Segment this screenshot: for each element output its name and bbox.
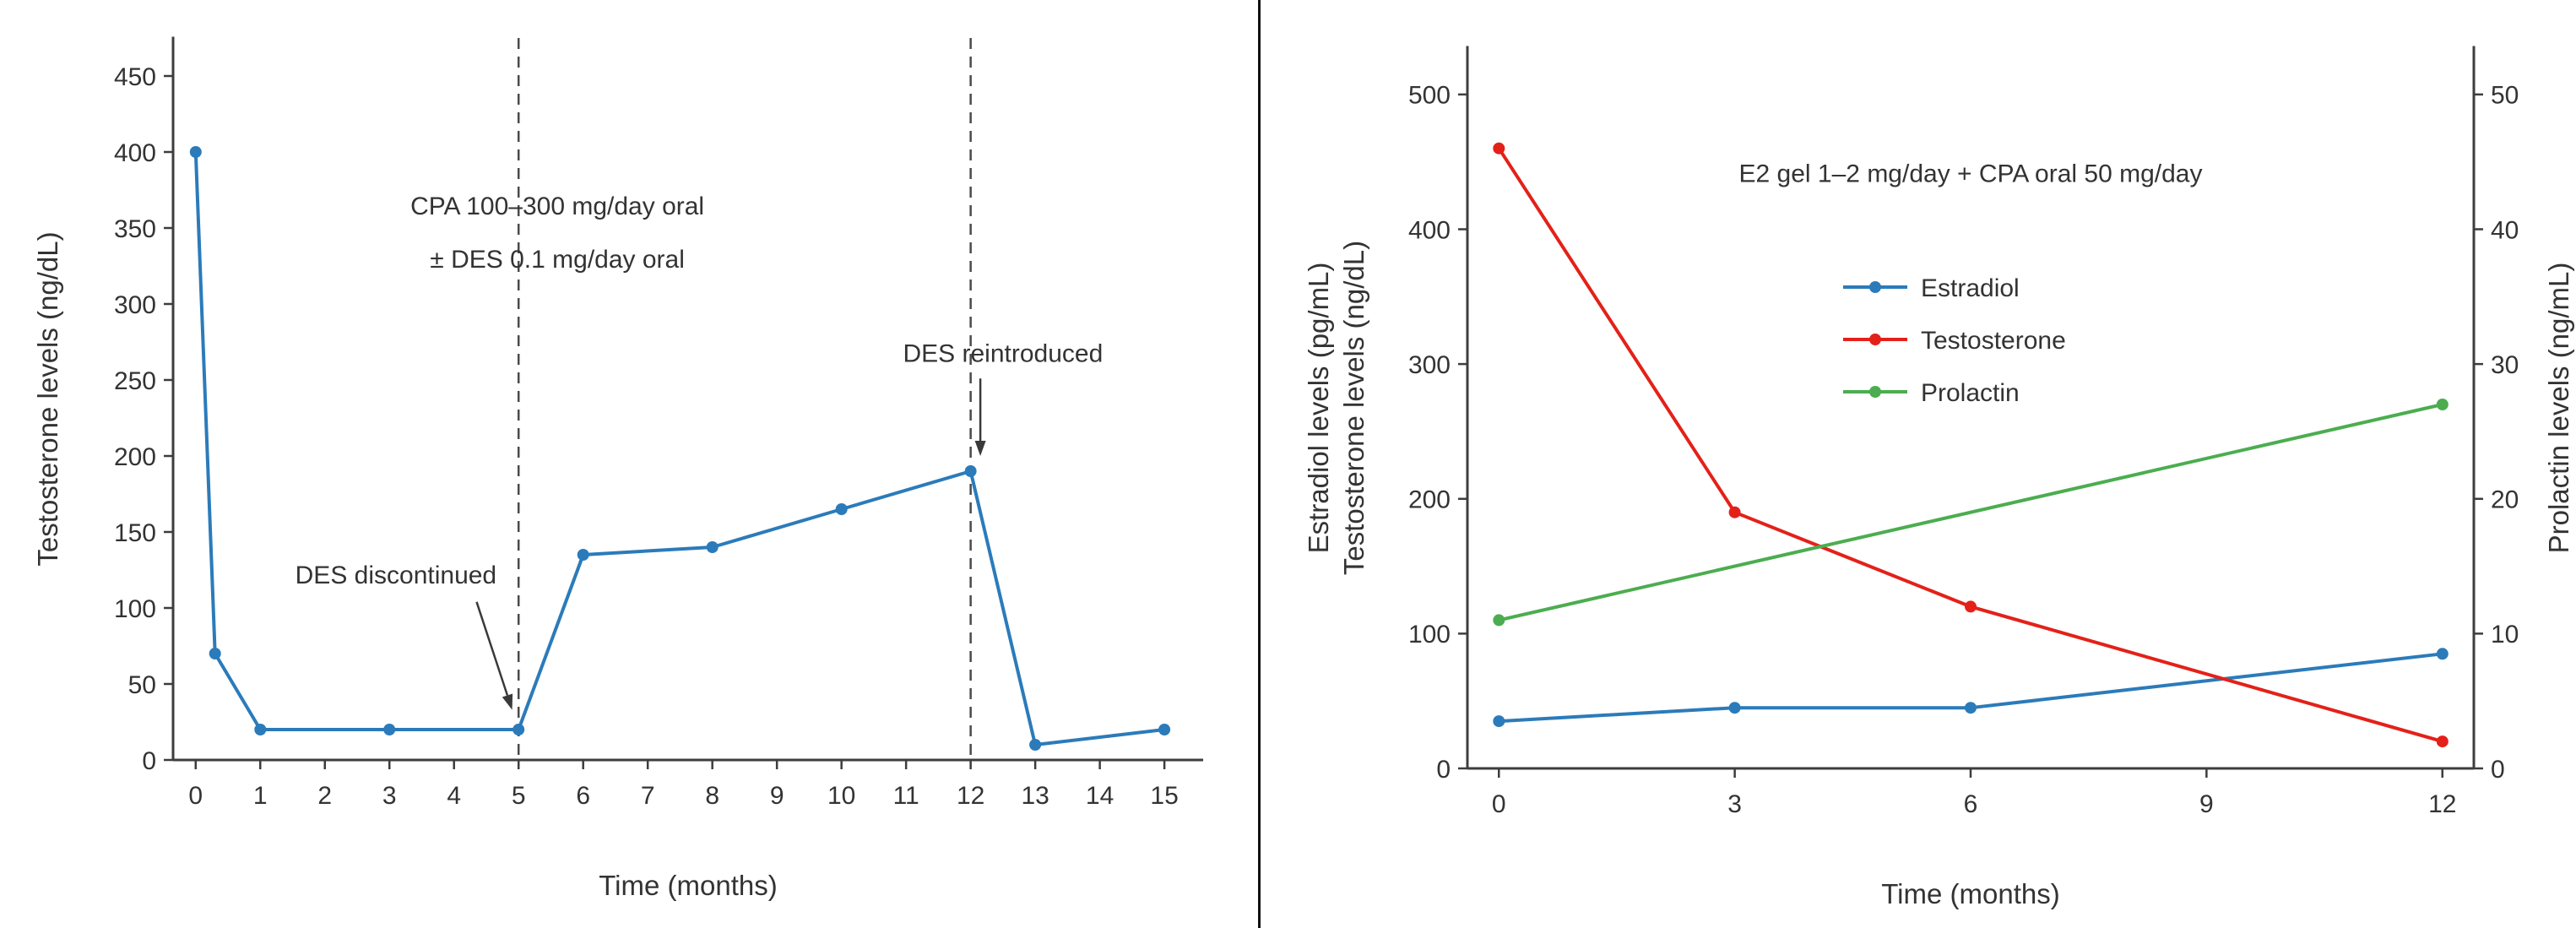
panel-divider (1258, 0, 1261, 928)
legend-label: Estradiol (1921, 274, 2020, 302)
x-tick-label: 1 (253, 782, 268, 810)
series-point-testosterone (706, 541, 719, 553)
x-tick-label: 12 (957, 782, 984, 810)
x-axis-label: Time (months) (599, 870, 777, 901)
legend-marker (1869, 386, 1881, 398)
y-axis-right-label: Prolactin levels (ng/mL) (2543, 263, 2574, 554)
annotation-text: ± DES 0.1 mg/day oral (430, 246, 685, 274)
x-tick-label: 12 (2428, 790, 2456, 818)
y-tick-label: 200 (114, 443, 156, 471)
y-right-tick-label: 30 (2491, 351, 2519, 379)
x-tick-label: 2 (317, 782, 332, 810)
series-point-testosterone (209, 648, 221, 659)
y-axis-label: Testosterone levels (ng/dL) (32, 231, 63, 566)
x-tick-label: 14 (1086, 782, 1114, 810)
y-tick-label: 300 (1408, 351, 1451, 379)
x-tick-label: 9 (2199, 790, 2214, 818)
y-right-tick-label: 0 (2491, 756, 2505, 784)
series-line-prolactin (1497, 403, 2444, 622)
series-point-testosterone (835, 503, 848, 515)
x-tick-label: 4 (447, 782, 461, 810)
y-tick-label: 100 (1408, 621, 1451, 649)
series-point-testosterone (512, 724, 525, 735)
annotation-arrowhead (974, 441, 986, 456)
series-point-testosterone (1029, 739, 1042, 751)
series-point-estradiol (1965, 702, 1977, 714)
series-point-estradiol (2436, 648, 2449, 660)
annotation-arrowhead (502, 693, 513, 710)
y-tick-label: 300 (114, 291, 156, 319)
x-axis-label: Time (months) (1881, 878, 2059, 909)
chart-panel-cpa-des: 0 1 2 3 4 5 6 7 8 9 10 11 12 13 14 15 0 50 100 150 200 250 300… (0, 0, 1258, 928)
series-point-testosterone (1158, 724, 1171, 735)
y-tick-label: 0 (1436, 756, 1451, 784)
x-tick-label: 13 (1021, 782, 1049, 810)
y-tick-label: 350 (114, 215, 156, 243)
x-tick-label: 0 (1492, 790, 1506, 818)
x-tick-label: 6 (1964, 790, 1978, 818)
x-tick-label: 10 (827, 782, 855, 810)
y-tick-label: 250 (114, 367, 156, 395)
annotation-text: DES reintroduced (903, 339, 1103, 367)
series-point-prolactin (2436, 399, 2449, 410)
series-point-prolactin (1493, 614, 1505, 627)
y-tick-label: 500 (1408, 82, 1451, 110)
series-point-testosterone (254, 724, 267, 735)
series-line-testosterone (193, 150, 1167, 746)
y-axis-label-line2: Testosterone levels (ng/dL) (1338, 241, 1369, 575)
y-right-tick-label: 20 (2491, 486, 2519, 514)
y-axis-label-line1: Estradiol levels (pg/mL) (1303, 263, 1334, 554)
annotation-text: CPA 100–300 mg/day oral (410, 193, 704, 220)
x-tick-label: 0 (188, 782, 203, 810)
series-line-testosterone (1497, 146, 2444, 744)
legend-marker (1869, 281, 1881, 293)
series-point-estradiol (1493, 715, 1505, 728)
y-tick-label: 450 (114, 63, 156, 91)
series-point-testosterone (189, 146, 202, 158)
series-line-estradiol (1497, 652, 2444, 724)
annotation-text: DES discontinued (296, 562, 496, 589)
y-right-tick-label: 50 (2491, 82, 2519, 110)
series-point-testosterone (964, 465, 977, 477)
y-tick-label: 200 (1408, 486, 1451, 514)
series-point-testosterone (383, 724, 396, 735)
y-tick-label: 150 (114, 519, 156, 547)
series-point-testosterone (1493, 142, 1505, 155)
x-tick-label: 11 (893, 782, 919, 810)
y-right-tick-label: 40 (2491, 216, 2519, 244)
series-point-testosterone (1965, 600, 1977, 613)
x-tick-label: 5 (512, 782, 526, 810)
series-point-estradiol (1728, 702, 1741, 714)
x-tick-label: 3 (382, 782, 397, 810)
y-right-tick-label: 10 (2491, 621, 2519, 649)
chart-e2-cpa-hormones: 0 3 6 9 12 0 100 200 300 400 500 0 10 20 30 40 50 E2 gel … (1303, 46, 2574, 909)
chart-panel-e2-cpa: 0 3 6 9 12 0 100 200 300 400 500 0 10 20 30 40 50 E2 gel … (1261, 0, 2576, 928)
y-tick-label: 100 (114, 595, 156, 623)
x-tick-label: 3 (1727, 790, 1742, 818)
series-point-testosterone (1728, 506, 1741, 518)
y-tick-label: 400 (114, 139, 156, 167)
x-tick-label: 15 (1150, 782, 1178, 810)
annotation-text: E2 gel 1–2 mg/day + CPA oral 50 mg/day (1739, 160, 2203, 187)
legend-label: Prolactin (1921, 379, 2020, 407)
y-tick-label: 0 (142, 747, 156, 775)
annotation-arrow (475, 601, 509, 696)
x-tick-label: 6 (576, 782, 590, 810)
x-tick-label: 9 (770, 782, 784, 810)
x-tick-label: 7 (641, 782, 655, 810)
series-point-testosterone (577, 549, 589, 561)
legend-label: Testosterone (1921, 327, 2066, 355)
y-tick-label: 400 (1408, 216, 1451, 244)
x-tick-label: 8 (705, 782, 719, 810)
chart-cpa-des-testosterone: 0 1 2 3 4 5 6 7 8 9 10 11 12 13 14 15050100150200250300… (32, 36, 1203, 901)
legend-marker (1869, 334, 1881, 345)
y-tick-label: 50 (128, 671, 156, 699)
series-point-testosterone (2436, 735, 2449, 748)
